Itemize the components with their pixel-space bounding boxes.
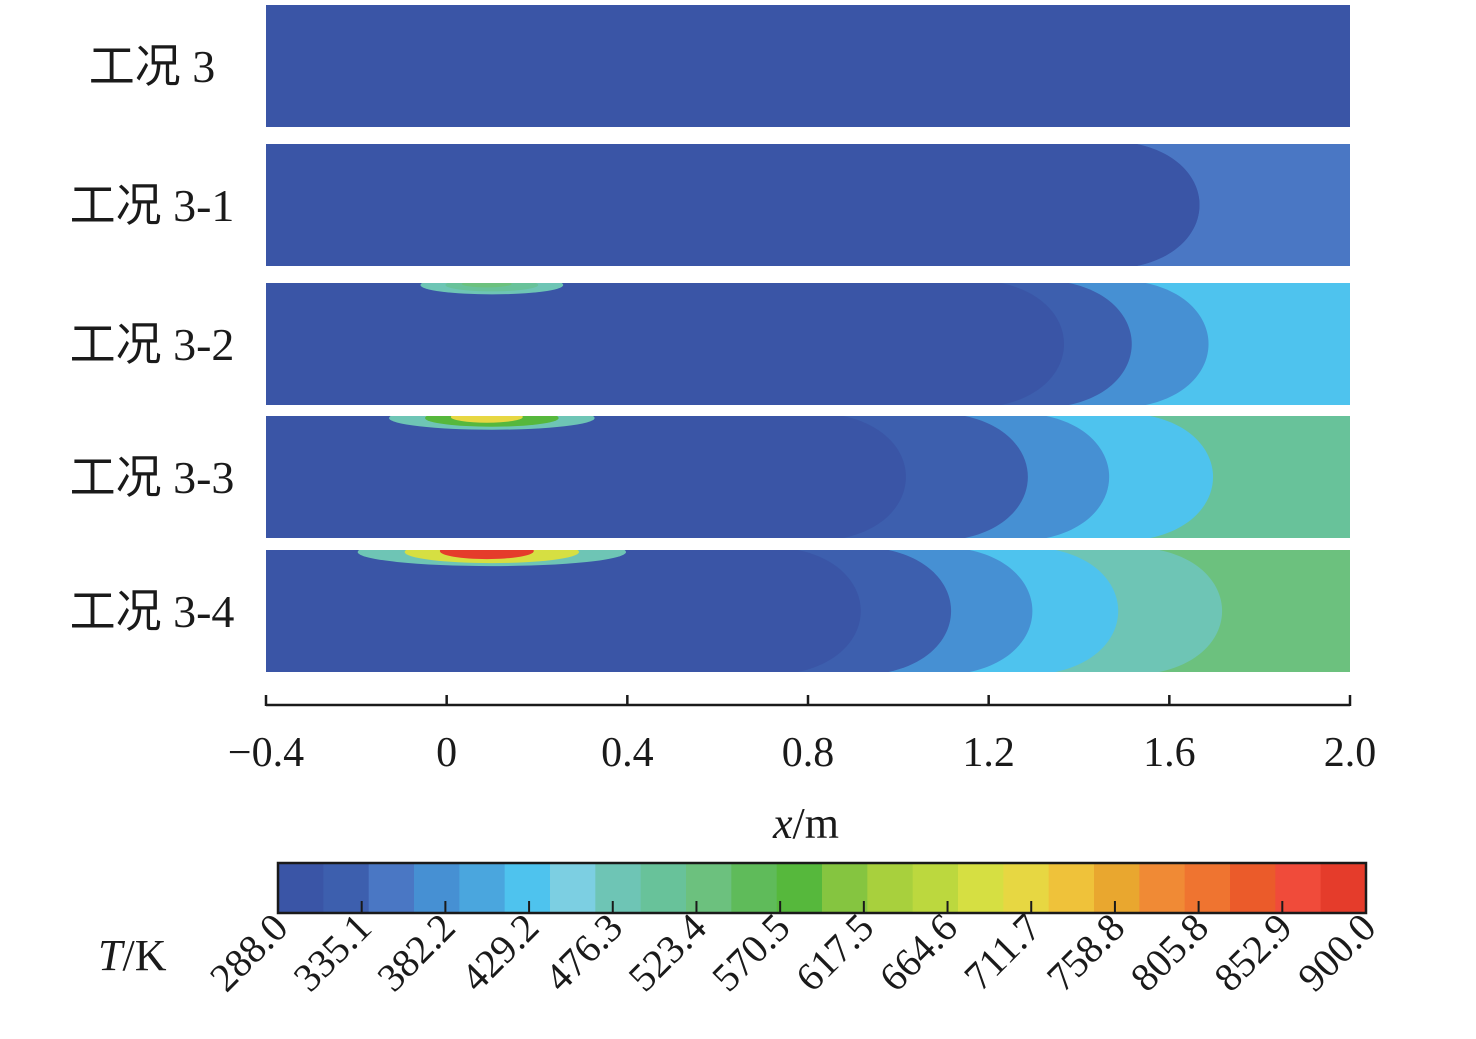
x-tick-label: 1.2	[962, 730, 1015, 776]
colorbar-swatch	[867, 863, 914, 913]
x-tick-label: 2.0	[1324, 730, 1377, 776]
row-label: 工况 3-2	[70, 319, 235, 370]
temperature-band	[266, 144, 1200, 266]
colorbar-swatch	[1094, 863, 1140, 913]
colorbar-swatch	[640, 863, 687, 913]
x-tick-label: 1.6	[1143, 730, 1196, 776]
x-tick-label: 0.8	[782, 730, 835, 776]
colorbar-swatch	[912, 863, 959, 913]
colorbar-title: T/K	[98, 931, 167, 980]
colorbar-swatch	[414, 863, 460, 913]
colorbar-swatch	[776, 863, 823, 913]
colorbar-swatch	[459, 863, 506, 913]
colorbar-swatch	[686, 863, 732, 913]
colorbar-label: 523.4	[619, 905, 714, 1000]
x-tick-label: 0.4	[601, 730, 654, 776]
colorbar: 288.0335.1382.2429.2476.3523.4570.5617.5…	[201, 861, 1384, 1000]
temperature-band	[266, 283, 1064, 405]
contour-panels	[266, 5, 1350, 672]
colorbar-label: 382.2	[368, 905, 463, 1000]
colorbar-swatch	[368, 863, 415, 913]
colorbar-swatch	[1139, 863, 1186, 913]
colorbar-label: 900.0	[1289, 905, 1384, 1000]
hot-spot-core	[461, 283, 512, 288]
colorbar-label: 805.8	[1122, 905, 1217, 1000]
temperature-band	[266, 550, 861, 672]
colorbar-swatch	[278, 863, 324, 913]
colorbar-swatch	[504, 863, 551, 913]
x-axis-variable: x	[772, 799, 793, 848]
hot-spot-core	[439, 550, 534, 560]
colorbar-frame	[276, 861, 1368, 915]
colorbar-variable: T	[98, 931, 126, 980]
colorbar-swatch	[595, 863, 642, 913]
hot-spot-core	[450, 416, 523, 423]
contour-panel	[266, 5, 1350, 127]
temperature-band	[266, 5, 1350, 127]
colorbar-label: 288.0	[201, 905, 296, 1000]
colorbar-swatch	[1003, 863, 1050, 913]
contour-panel	[266, 283, 1350, 405]
contour-panel	[266, 416, 1350, 538]
colorbar-swatch	[550, 863, 596, 913]
colorbar-swatch	[958, 863, 1004, 913]
colorbar-swatch	[1320, 863, 1367, 913]
row-label: 工况 3-1	[70, 180, 235, 231]
colorbar-label: 758.8	[1038, 905, 1133, 1000]
colorbar-swatch	[731, 863, 778, 913]
x-axis-unit: /m	[793, 799, 839, 848]
colorbar-label: 711.7	[955, 905, 1049, 999]
x-tick-label: 0	[436, 730, 457, 776]
colorbar-label: 617.5	[787, 905, 882, 1000]
colorbar-label: 429.2	[452, 905, 547, 1000]
row-label: 工况 3	[89, 41, 216, 92]
x-tick-label: −0.4	[228, 730, 304, 776]
colorbar-unit: /K	[122, 931, 166, 980]
colorbar-label: 852.9	[1205, 905, 1300, 1000]
row-labels: 工况 3 工况 3-1 工况 3-2 工况 3-3 工况 3-4	[70, 41, 235, 637]
colorbar-label: 335.1	[285, 905, 380, 1000]
x-axis-title: x/m	[772, 799, 839, 848]
colorbar-swatch	[1230, 863, 1276, 913]
contour-panel	[266, 550, 1350, 672]
colorbar-label: 476.3	[536, 905, 631, 1000]
temperature-band	[266, 416, 906, 538]
row-label: 工况 3-3	[70, 452, 235, 503]
colorbar-swatch	[1184, 863, 1231, 913]
row-label: 工况 3-4	[70, 586, 235, 637]
colorbar-label: 570.5	[703, 905, 798, 1000]
colorbar-label: 664.6	[870, 905, 965, 1000]
contour-panel	[266, 144, 1350, 266]
colorbar-swatch	[1048, 863, 1095, 913]
colorbar-swatch	[822, 863, 868, 913]
x-axis: −0.4 0 0.4 0.8 1.2 1.6 2.0	[228, 695, 1376, 776]
